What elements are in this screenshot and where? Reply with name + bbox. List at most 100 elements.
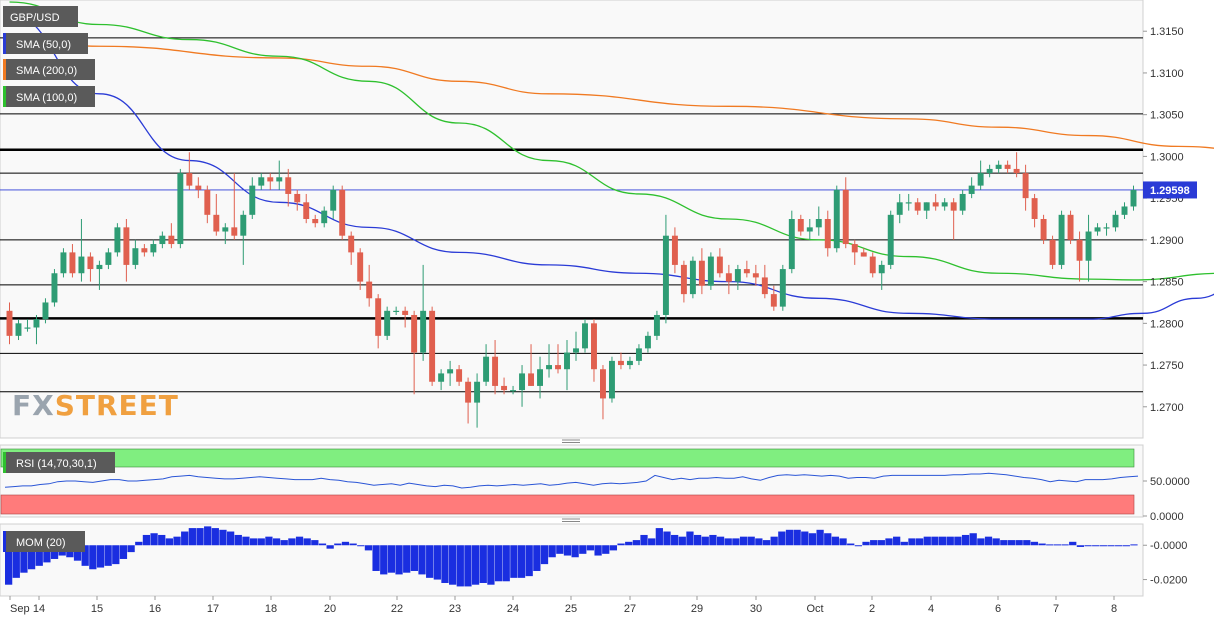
mom-bar <box>234 534 242 546</box>
x-tick-label: 4 <box>928 603 934 615</box>
mom-bar <box>12 545 20 578</box>
candle-body <box>204 189 211 215</box>
legend-gbpusd[interactable]: GBP/USD <box>3 6 78 27</box>
mom-bar <box>242 536 250 546</box>
candle-body <box>42 302 49 320</box>
candle-body <box>96 264 103 270</box>
candle-body <box>806 227 813 232</box>
candle-body <box>626 360 633 366</box>
x-tick-label: 22 <box>391 603 403 615</box>
mom-bar <box>586 545 595 551</box>
candle-body <box>671 235 678 265</box>
mom-bar <box>211 528 219 546</box>
mom-bar <box>173 536 181 546</box>
x-tick-label: 30 <box>750 603 762 615</box>
legend-rsi[interactable]: RSI (14,70,30,1) <box>3 452 115 473</box>
candle-body <box>1049 239 1056 265</box>
mom-bar <box>525 545 533 577</box>
mom-bar <box>854 545 863 547</box>
mom-bar <box>280 540 288 546</box>
candle-body <box>1121 206 1128 215</box>
mom-bar <box>877 540 885 546</box>
rsi-oversold-zone <box>0 494 1135 515</box>
candle-body <box>384 310 391 336</box>
rsi-line <box>4 472 1139 489</box>
candle-body <box>150 244 157 253</box>
candle-body <box>869 256 876 274</box>
mom-bar <box>357 545 365 547</box>
candle-body <box>6 310 13 336</box>
candle-body <box>411 314 418 353</box>
mom-bar <box>35 545 43 566</box>
mom-bar <box>716 536 725 546</box>
candle-body <box>1085 231 1092 261</box>
mom-bar <box>196 528 204 546</box>
legend-sma200[interactable]: SMA (200,0) <box>3 59 95 80</box>
mom-bar <box>923 536 931 546</box>
candle-body <box>860 252 867 257</box>
candle-body <box>689 260 696 295</box>
mom-bar <box>89 545 97 570</box>
y-axis: 1.27001.27501.28001.28501.29001.29501.30… <box>1143 26 1190 587</box>
x-tick-label: 18 <box>265 603 277 615</box>
mom-bar <box>862 541 870 546</box>
mom-bar <box>20 545 28 573</box>
candle-body <box>231 227 238 236</box>
candle-body <box>339 189 346 236</box>
mom-bar <box>762 540 771 546</box>
candle-body <box>105 252 112 265</box>
mom-bar <box>847 543 855 546</box>
candle-body <box>132 248 139 265</box>
mom-bar <box>755 538 763 546</box>
mom-bar <box>640 534 648 546</box>
candle-body <box>519 373 526 391</box>
candle-body <box>1112 214 1119 228</box>
mom-bar <box>50 545 59 559</box>
legend-sma100[interactable]: SMA (100,0) <box>3 86 95 107</box>
candle-body <box>528 373 535 386</box>
candle-body <box>617 360 624 366</box>
mom-bar <box>487 545 495 585</box>
candle-body <box>285 177 292 194</box>
rsi-panel-resize-handle[interactable] <box>562 518 580 522</box>
price-panel-resize-handle[interactable] <box>562 439 580 443</box>
candle-body <box>402 310 409 315</box>
mom-bar <box>364 545 373 551</box>
mom-bar <box>1000 540 1008 546</box>
legend-sma50[interactable]: SMA (50,0) <box>3 33 88 54</box>
candle-body <box>33 319 40 328</box>
candle-body <box>312 219 319 224</box>
mom-bar <box>104 545 112 566</box>
mom-bar <box>249 538 258 546</box>
mom-bar <box>808 533 817 546</box>
price-panel <box>0 0 1144 439</box>
mom-bar <box>303 538 311 546</box>
mom-bar <box>533 545 541 571</box>
candle-body <box>680 264 687 295</box>
legend-mom[interactable]: MOM (20) <box>3 531 85 552</box>
mom-bar <box>831 536 840 546</box>
candle-body <box>222 227 229 232</box>
mom-bar <box>349 543 357 546</box>
mom-bar <box>387 545 396 573</box>
mom-bar <box>127 545 135 553</box>
mom-bar <box>556 545 564 554</box>
mom-bar <box>548 545 556 558</box>
candle-body <box>330 189 337 211</box>
mom-bar <box>27 545 36 570</box>
x-tick-label: 2 <box>869 603 875 615</box>
mom-bar <box>671 534 679 546</box>
candle-body <box>357 252 364 282</box>
mom-bar <box>150 533 158 546</box>
momentum-indicator <box>5 526 1138 587</box>
mom-bar <box>326 545 334 549</box>
mom-bar <box>785 529 794 546</box>
candle-body <box>887 214 894 265</box>
x-tick-label: 27 <box>624 603 636 615</box>
mom-bar <box>870 540 878 546</box>
candle-body <box>78 256 85 274</box>
rsi-overbought-zone <box>0 448 1135 468</box>
candle-body <box>1067 214 1074 240</box>
x-tick-label: 29 <box>691 603 703 615</box>
candle-body <box>923 202 930 211</box>
